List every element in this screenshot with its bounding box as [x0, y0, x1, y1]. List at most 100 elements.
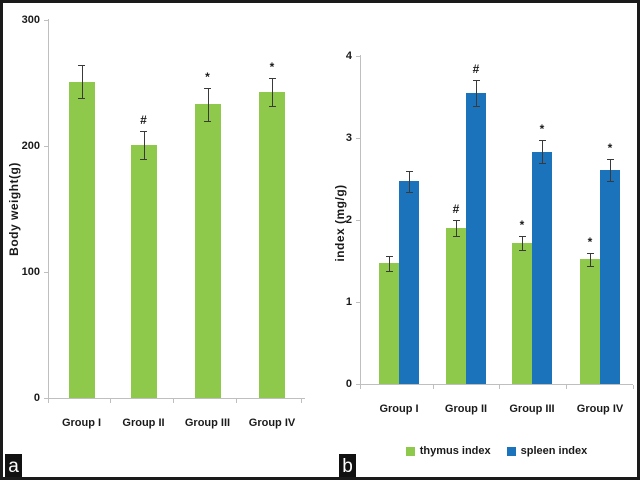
- bar-body-weight-group-iv: [259, 91, 285, 398]
- significance-mark: #: [140, 112, 147, 127]
- bar-spleen-index-group-ii: [466, 92, 486, 384]
- x-category-label: Group II: [122, 417, 165, 429]
- x-axis-line: [360, 384, 633, 385]
- x-tick-mark: [301, 399, 302, 403]
- legend-entry-thymus-index: thymus index: [405, 445, 491, 457]
- significance-mark: #: [472, 61, 480, 76]
- bar-spleen-index-group-i: [399, 181, 419, 384]
- x-tick-mark: [633, 385, 634, 389]
- panel-label-b: b: [339, 454, 356, 477]
- y-axis-title: index (mg/g): [333, 184, 347, 262]
- x-category-label: Group I: [379, 403, 419, 415]
- significance-mark: #: [452, 202, 460, 216]
- y-tick-mark: [44, 146, 48, 147]
- x-tick-mark: [566, 385, 567, 389]
- y-tick-mark: [44, 398, 48, 399]
- error-bar-cap-top: [78, 65, 85, 67]
- x-category-label: Group I: [61, 417, 102, 429]
- error-bar-cap-bottom: [140, 158, 147, 160]
- bar-body-weight-group-i: [68, 81, 95, 398]
- error-bar-cap-bottom: [385, 270, 393, 272]
- x-tick-mark: [433, 385, 434, 389]
- significance-mark: *: [269, 59, 275, 74]
- legend-label: spleen index: [520, 445, 588, 457]
- error-bar-cap-bottom: [518, 250, 526, 252]
- panel-label-a: a: [5, 454, 22, 477]
- error-bar-cap-top: [472, 79, 480, 81]
- significance-mark: *: [519, 217, 525, 232]
- x-category-label: Group II: [444, 403, 488, 415]
- y-tick-mark: [44, 272, 48, 273]
- error-bar-cap-bottom: [78, 98, 85, 100]
- error-bar-cap-top: [586, 252, 594, 254]
- error-bar-cap-bottom: [538, 163, 546, 165]
- x-tick-mark: [110, 399, 111, 403]
- legend-swatch-icon: [506, 446, 516, 456]
- error-bar-cap-bottom: [204, 120, 211, 122]
- error-bar-line: [542, 140, 543, 164]
- y-tick-mark: [356, 56, 360, 57]
- x-category-label: Group III: [509, 403, 555, 415]
- x-category-label: Group IV: [248, 417, 296, 429]
- error-bar-line: [610, 159, 611, 181]
- error-bar-cap-top: [452, 220, 460, 221]
- bar-body-weight-group-iii: [194, 104, 221, 398]
- error-bar-line: [143, 130, 145, 159]
- error-bar-cap-top: [140, 130, 147, 132]
- bar-thymus-index-group-ii: [446, 228, 466, 384]
- legend-label: thymus index: [419, 445, 491, 457]
- significance-mark: *: [587, 234, 593, 249]
- chart-body-weight: 0 100 200 300 Group I Group II Group III Group …: [3, 3, 637, 477]
- legend: thymus index spleen index: [360, 443, 633, 459]
- bar-thymus-index-group-iii: [512, 242, 532, 384]
- y-tick-mark: [356, 302, 360, 303]
- y-tick-mark: [356, 138, 360, 139]
- error-bar-line: [207, 88, 209, 121]
- y-axis-line: [48, 19, 49, 399]
- legend-swatch-icon: [405, 446, 415, 456]
- y-tick-label: 3: [345, 132, 352, 144]
- x-tick-mark: [499, 385, 500, 389]
- bar-thymus-index-group-iv: [580, 259, 600, 384]
- error-bar-line: [476, 79, 477, 106]
- error-bar-cap-top: [268, 77, 276, 79]
- x-category-label: Group IV: [576, 403, 624, 415]
- x-tick-mark: [236, 399, 237, 403]
- error-bar-line: [522, 235, 523, 251]
- error-bar-line: [272, 77, 273, 106]
- error-bar-line: [456, 220, 457, 237]
- y-tick-label: 4: [345, 50, 352, 62]
- y-axis-line: [360, 55, 361, 385]
- error-bar-cap-top: [385, 256, 393, 258]
- significance-mark: *: [205, 70, 210, 85]
- bar-body-weight-group-ii: [130, 144, 157, 398]
- error-bar-cap-top: [518, 235, 526, 237]
- error-bar-cap-bottom: [586, 265, 594, 267]
- bar-spleen-index-group-iv: [600, 169, 620, 384]
- error-bar-cap-bottom: [606, 180, 614, 182]
- significance-mark: *: [539, 122, 545, 137]
- error-bar-line: [389, 256, 390, 271]
- y-tick-mark: [44, 20, 48, 21]
- error-bar-line: [409, 170, 410, 193]
- bar-spleen-index-group-iii: [532, 151, 552, 384]
- error-bar-cap-bottom: [452, 236, 460, 238]
- chart-organ-index: 0 1 2 3 4 Group I Group II Group III Group IV # * *…: [3, 3, 637, 477]
- x-category-label: Group III: [184, 417, 231, 429]
- bar-thymus-index-group-i: [379, 263, 399, 384]
- y-tick-label: 300: [21, 14, 40, 26]
- x-tick-mark: [360, 385, 361, 389]
- error-bar-cap-bottom: [472, 106, 480, 108]
- y-tick-label: 1: [345, 296, 352, 308]
- error-bar-line: [81, 65, 83, 99]
- y-tick-mark: [356, 220, 360, 221]
- y-tick-label: 0: [345, 378, 352, 390]
- y-tick-label: 2: [345, 214, 352, 226]
- legend-entry-spleen-index: spleen index: [506, 445, 588, 457]
- error-bar-cap-top: [405, 170, 413, 172]
- error-bar-cap-bottom: [405, 192, 413, 194]
- y-tick-label: 100: [21, 266, 40, 278]
- x-axis-line: [48, 398, 305, 399]
- y-tick-mark: [356, 384, 360, 385]
